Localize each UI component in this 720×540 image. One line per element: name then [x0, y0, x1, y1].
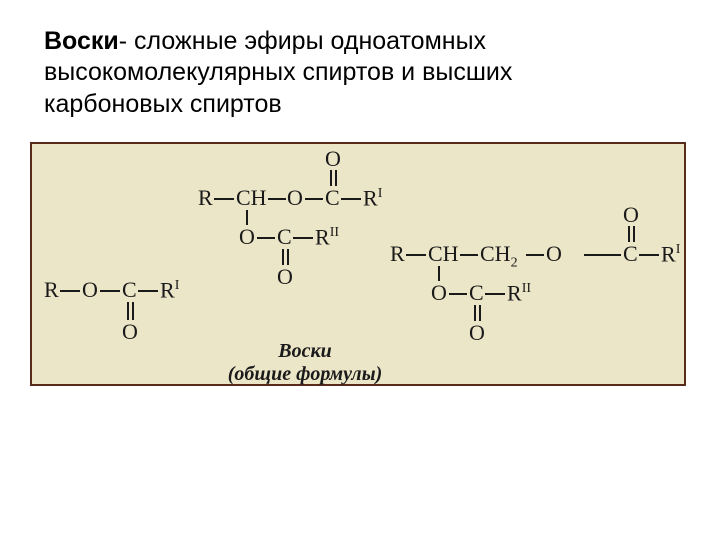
s3-R1: RI	[661, 243, 680, 265]
s3-CH: CH	[428, 243, 459, 265]
s2-R: R	[198, 187, 213, 209]
s2-R1: RI	[363, 187, 382, 209]
s2-v1	[246, 210, 248, 225]
s1-C: C	[122, 279, 137, 301]
s3-b7	[485, 293, 505, 295]
s2-O3: O	[277, 266, 293, 288]
s1-O2: O	[122, 321, 138, 343]
diagram-caption: Воски (общие формулы)	[210, 340, 400, 386]
s2-b2	[268, 198, 286, 200]
heading-text: Воски- сложные эфиры одноатомных высоком…	[44, 26, 644, 120]
s3-b2	[460, 254, 478, 256]
s1-O1: O	[82, 279, 98, 301]
s1-b1	[60, 290, 80, 292]
s3-b3	[526, 254, 544, 256]
s3-CH2: CH2	[480, 243, 518, 270]
s2-Otop: O	[325, 148, 341, 170]
s3-b1	[406, 254, 426, 256]
s2-CH: CH	[236, 187, 267, 209]
s3-C1b: C	[623, 243, 638, 265]
caption-line2: (общие формулы)	[210, 363, 400, 386]
s3-b5	[639, 254, 659, 256]
s3-O1: O	[546, 243, 562, 265]
s3-b4b	[584, 254, 621, 256]
s1-R: R	[44, 279, 59, 301]
wax-formulas-diagram: R O C RI O O R CH O C RI O C RII O O R C…	[30, 142, 686, 386]
s1-b3	[138, 290, 158, 292]
s1-R1: RI	[160, 279, 179, 301]
s2-b6	[293, 237, 313, 239]
s2-O1: O	[287, 187, 303, 209]
s2-b4	[341, 198, 361, 200]
s3-Otop: O	[623, 204, 639, 226]
s1-b2	[100, 290, 120, 292]
s2-b3	[305, 198, 323, 200]
s2-b1	[214, 198, 234, 200]
heading-bold: Воски	[44, 27, 119, 55]
s2-b5	[257, 237, 275, 239]
s3-O3: O	[469, 322, 485, 344]
s3-C2: C	[469, 282, 484, 304]
s3-R2: RII	[507, 282, 531, 304]
s3-b6	[449, 293, 467, 295]
s2-C2: C	[277, 226, 292, 248]
s2-R2: RII	[315, 226, 339, 248]
s3-O2: O	[431, 282, 447, 304]
s2-O2: O	[239, 226, 255, 248]
s3-R: R	[390, 243, 405, 265]
s2-C1: C	[325, 187, 340, 209]
s3-v1	[438, 266, 440, 281]
caption-line1: Воски	[210, 340, 400, 363]
